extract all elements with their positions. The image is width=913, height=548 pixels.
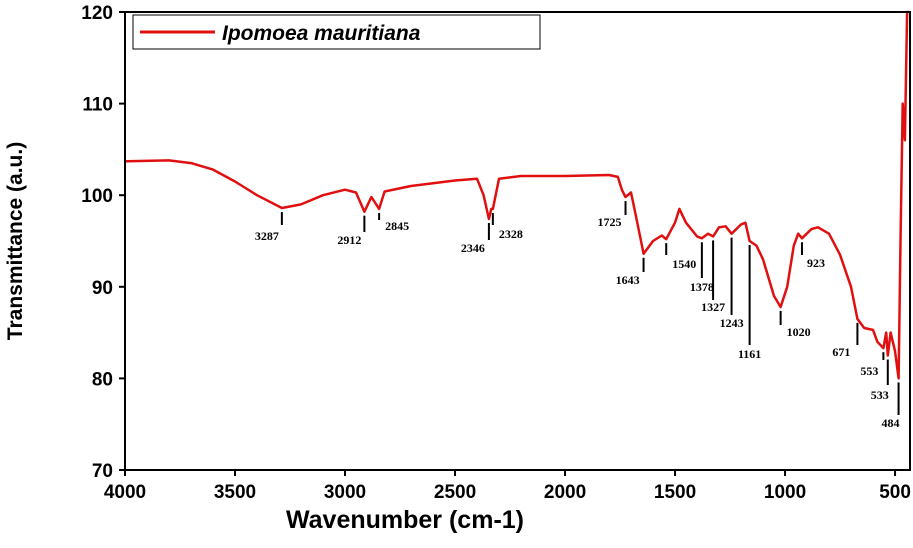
peak-label: 1327 (701, 300, 725, 314)
peak-label: 1725 (598, 215, 622, 229)
peak-label: 484 (882, 416, 900, 430)
y-tick-label: 90 (92, 278, 113, 299)
x-tick-label: 2000 (544, 482, 586, 503)
peak-label: 671 (832, 345, 850, 359)
legend-label: Ipomoea mauritiana (222, 22, 421, 45)
x-tick-label: 500 (879, 482, 911, 503)
peak-label: 1643 (616, 273, 640, 287)
peak-label: 553 (860, 364, 878, 378)
x-axis-label: Wavenumber (cm-1) (286, 506, 524, 534)
peak-label: 1161 (738, 347, 761, 361)
x-tick-label: 2500 (434, 482, 476, 503)
peak-label: 1020 (787, 325, 811, 339)
peak-label: 2845 (385, 219, 409, 233)
peak-label: 1540 (672, 257, 696, 271)
x-tick-label: 1000 (764, 482, 806, 503)
peak-label: 1243 (720, 316, 744, 330)
plot-frame (124, 11, 911, 471)
plot (124, 10, 910, 380)
x-tick-label: 3500 (214, 482, 256, 503)
y-tick-label: 80 (92, 369, 113, 390)
peak-label: 2912 (337, 233, 361, 247)
x-tick-label: 3000 (324, 482, 366, 503)
y-tick-label: 100 (81, 186, 113, 207)
data-line (124, 10, 910, 380)
peak-label: 533 (871, 388, 889, 402)
x-tick-label: 4000 (104, 482, 146, 503)
x-tick-label: 1500 (654, 482, 696, 503)
y-tick-label: 120 (81, 3, 113, 24)
y-tick-label: 110 (82, 95, 113, 116)
y-tick-label: 70 (92, 461, 113, 482)
peak-label: 2346 (461, 241, 485, 255)
peak-label: 923 (807, 256, 825, 270)
peak-label: 3287 (255, 229, 279, 243)
peak-label: 1378 (690, 280, 714, 294)
y-axis-label: Transmittance (a.u.) (4, 142, 27, 340)
peak-label: 2328 (499, 227, 523, 241)
